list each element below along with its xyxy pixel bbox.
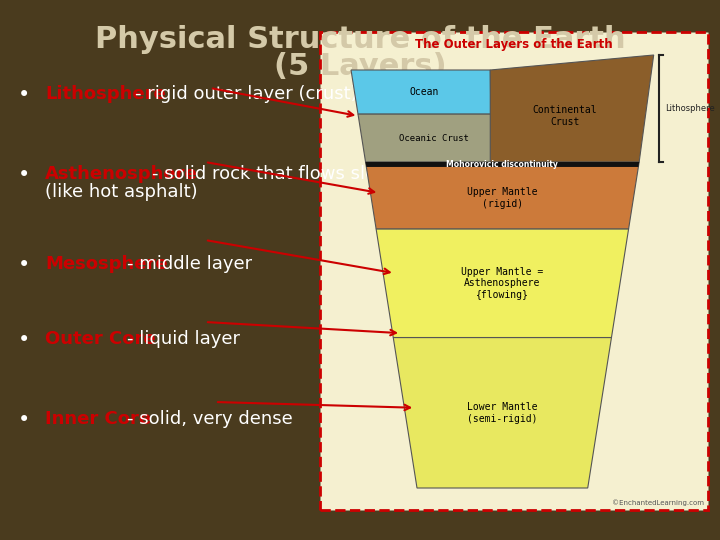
Text: Mohorovicic discontinuity: Mohorovicic discontinuity: [446, 160, 558, 169]
Text: Lithosphere: Lithosphere: [665, 104, 714, 113]
Text: (like hot asphalt): (like hot asphalt): [45, 183, 197, 201]
Text: The Outer Layers of the Earth: The Outer Layers of the Earth: [415, 38, 613, 51]
Text: Upper Mantle =
Asthenosphere
{flowing}: Upper Mantle = Asthenosphere {flowing}: [462, 267, 544, 300]
Text: Inner Core: Inner Core: [45, 410, 151, 428]
Polygon shape: [351, 70, 491, 114]
Text: Continental
Crust: Continental Crust: [532, 105, 597, 127]
Text: Ocean: Ocean: [410, 87, 439, 97]
Bar: [320, 32, 708, 510]
Text: •: •: [18, 410, 30, 430]
Text: Outer Core: Outer Core: [45, 330, 156, 348]
Text: Physical Structure of the Earth: Physical Structure of the Earth: [95, 25, 625, 54]
Text: Lithosphere: Lithosphere: [45, 85, 166, 103]
Text: Asthenosphere: Asthenosphere: [45, 165, 198, 183]
Polygon shape: [376, 229, 629, 338]
Text: Upper Mantle
(rigid): Upper Mantle (rigid): [467, 187, 538, 208]
Polygon shape: [366, 162, 639, 229]
Text: Mesosphere: Mesosphere: [45, 255, 168, 273]
Polygon shape: [490, 55, 654, 162]
Polygon shape: [393, 338, 611, 488]
Text: •: •: [18, 330, 30, 350]
Text: Lower Mantle
(semi-rigid): Lower Mantle (semi-rigid): [467, 402, 538, 423]
Text: Oceanic Crust: Oceanic Crust: [399, 133, 469, 143]
Text: (5 Layers): (5 Layers): [274, 52, 446, 81]
Text: - solid rock that flows slowly: - solid rock that flows slowly: [152, 165, 406, 183]
Text: - rigid outer layer (crust): - rigid outer layer (crust): [135, 85, 358, 103]
Text: - liquid layer: - liquid layer: [127, 330, 240, 348]
Text: ©EnchantedLearning.com: ©EnchantedLearning.com: [612, 500, 704, 506]
Text: •: •: [18, 165, 30, 185]
Polygon shape: [358, 114, 492, 162]
Text: - middle layer: - middle layer: [127, 255, 252, 273]
Text: - solid, very dense: - solid, very dense: [127, 410, 293, 428]
Text: •: •: [18, 85, 30, 105]
Polygon shape: [366, 162, 639, 167]
Text: •: •: [18, 255, 30, 275]
